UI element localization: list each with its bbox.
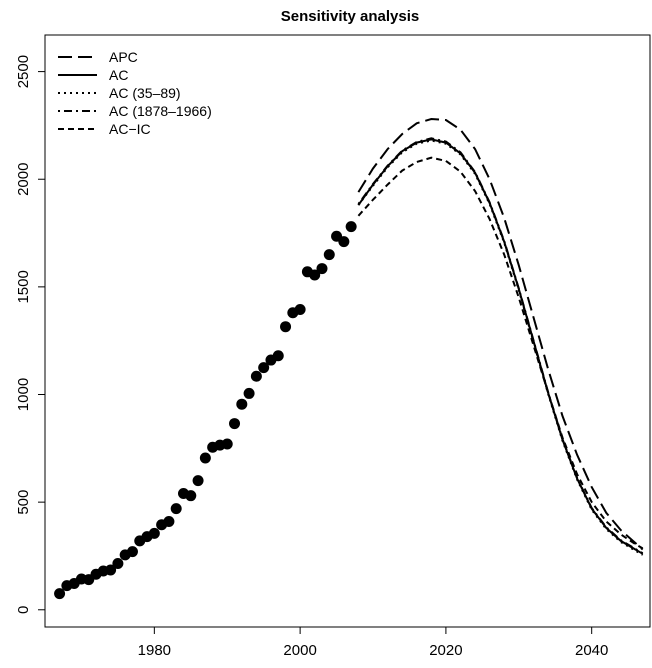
legend-label: AC (35–89) xyxy=(109,85,181,101)
y-tick-label: 1000 xyxy=(15,378,32,411)
series-line xyxy=(357,137,644,555)
data-point xyxy=(338,236,350,248)
data-point xyxy=(185,490,197,502)
data-point xyxy=(272,350,284,362)
x-axis: 1980 2000 2020 2040 xyxy=(138,627,608,659)
data-point xyxy=(192,475,204,487)
data-point xyxy=(105,564,117,576)
data-point xyxy=(54,588,66,600)
y-tick-label: 0 xyxy=(15,606,32,614)
x-tick-label: 2020 xyxy=(429,642,462,659)
series-line xyxy=(357,138,644,555)
data-point xyxy=(294,303,306,315)
legend-label: AC xyxy=(109,67,128,83)
x-tick-label: 2040 xyxy=(575,642,608,659)
legend: APC AC AC (35–89) AC (1878–1966) AC−IC xyxy=(58,49,212,137)
data-point xyxy=(258,362,270,374)
series-line xyxy=(357,156,644,550)
y-tick-label: 2500 xyxy=(15,55,32,88)
data-point xyxy=(148,527,160,539)
data-point xyxy=(250,370,262,382)
legend-label: APC xyxy=(109,49,138,65)
data-point xyxy=(221,438,233,450)
data-point xyxy=(163,516,175,528)
y-tick-label: 500 xyxy=(15,490,32,515)
data-point xyxy=(345,221,357,233)
data-point xyxy=(126,546,138,558)
y-tick-label: 1500 xyxy=(15,270,32,303)
data-point xyxy=(112,557,124,569)
x-tick-label: 2000 xyxy=(283,642,316,659)
data-point xyxy=(199,452,211,464)
data-point xyxy=(323,249,335,261)
y-axis: 0 500 1000 1500 2000 2500 xyxy=(15,55,45,614)
observed-points xyxy=(54,221,357,600)
data-point xyxy=(170,503,182,515)
data-point xyxy=(309,269,321,281)
data-point xyxy=(280,321,292,333)
legend-label: AC−IC xyxy=(109,121,151,137)
plot-frame xyxy=(44,34,651,628)
series-line xyxy=(357,139,644,556)
data-point xyxy=(236,398,248,410)
series-line xyxy=(357,117,644,551)
chart-title: Sensitivity analysis xyxy=(281,8,419,25)
x-tick-label: 1980 xyxy=(138,642,171,659)
data-point xyxy=(229,418,241,430)
series-lines xyxy=(357,117,644,556)
y-tick-label: 2000 xyxy=(15,163,32,196)
data-point xyxy=(243,387,255,399)
legend-label: AC (1878–1966) xyxy=(109,103,212,119)
data-point xyxy=(316,263,328,275)
